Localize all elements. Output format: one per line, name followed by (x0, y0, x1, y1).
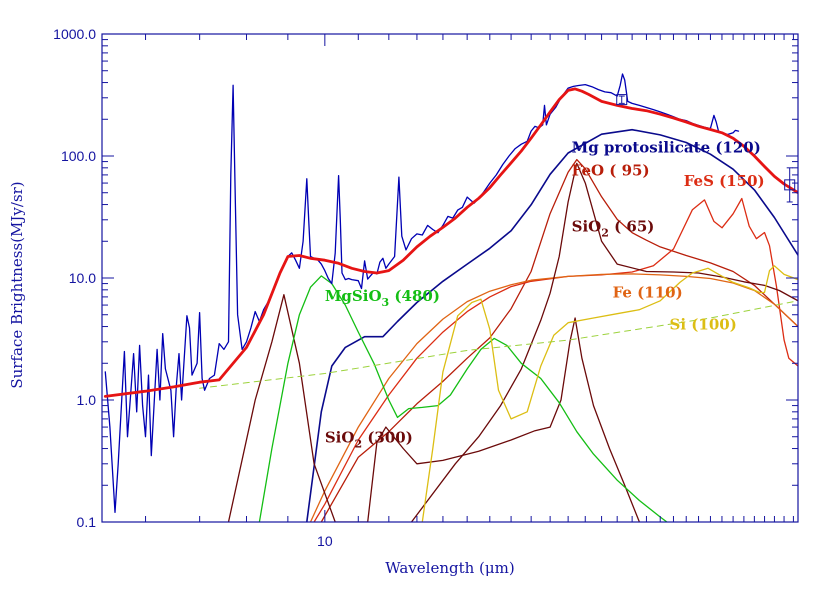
series-line-feo-95 (320, 158, 798, 522)
series-line-continuum (199, 300, 798, 389)
photometry-point (784, 167, 796, 203)
series-line-mgsio3-480 (258, 275, 668, 522)
series-label-mgsio3-480: MgSiO3 (480) (325, 287, 440, 309)
x-tick-label: 10 (317, 533, 333, 549)
x-axis-title: Wavelength (μm) (385, 559, 514, 577)
series-label-fe-110: Fe (110) (613, 283, 683, 301)
axes-layer: 0.1 1.0 10.0 100.0 1000.0 10 (53, 26, 799, 549)
y-axis-title: Surface Brightness(MJy/sr) (8, 181, 26, 388)
series-line-sio2-65 (410, 162, 798, 522)
series-line-si-100 (421, 265, 798, 522)
photometry-marker (784, 179, 796, 191)
series-label-si-100: Si (100) (670, 315, 737, 333)
series-line-sio2-300 (227, 294, 641, 522)
y-tick-label: 1.0 (77, 392, 97, 408)
photometry-marker (616, 94, 628, 106)
series-label-fes-150: FeS (150) (684, 172, 765, 190)
plot-frame (101, 33, 799, 523)
series-line-total-model (103, 87, 798, 398)
photometry-layer (616, 94, 796, 203)
y-tick-label: 1000.0 (53, 26, 96, 42)
labels-layer: Mg protosilicate (120) FeO ( 95) FeS (150)… (325, 138, 765, 450)
series-layer (103, 73, 798, 522)
series-line-fes-150 (313, 197, 798, 522)
photometry-point (616, 94, 628, 106)
series-line-fe-110 (309, 273, 798, 522)
y-tick-label: 0.1 (77, 514, 97, 530)
series-label-sio2-65: SiO2 ( 65) (572, 218, 655, 240)
y-tick-label: 10.0 (69, 270, 96, 286)
series-label-sio2-300: SiO2 (300) (325, 428, 413, 450)
y-tick-label: 100.0 (61, 148, 96, 164)
series-label-mg-protosilicate-120: Mg protosilicate (120) (572, 138, 761, 156)
series-label-feo-95: FeO ( 95) (572, 162, 650, 180)
